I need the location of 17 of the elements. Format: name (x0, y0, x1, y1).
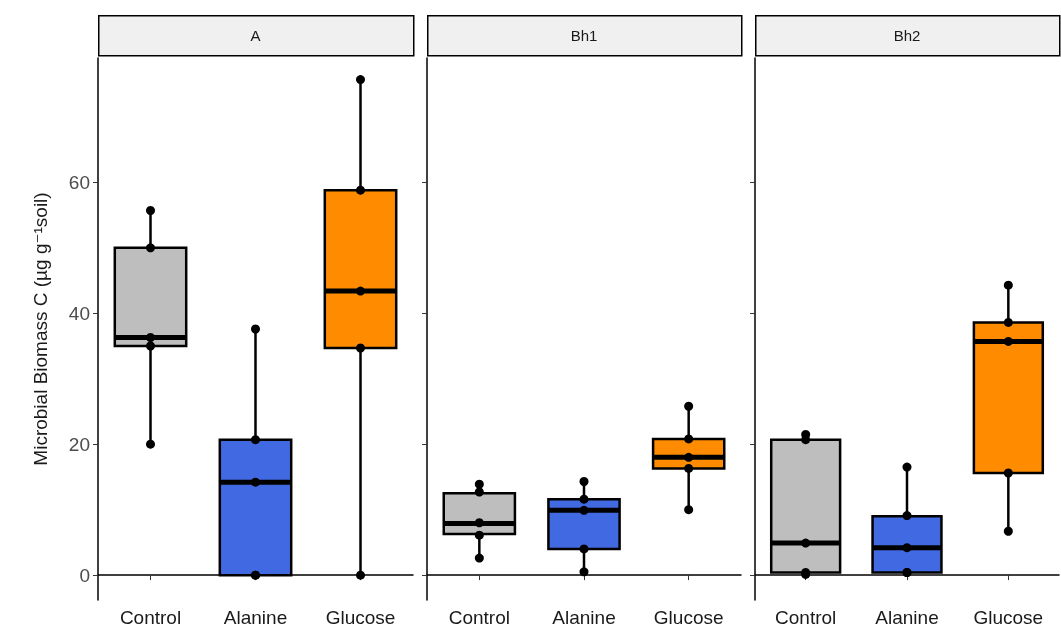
x-tick-label: Glucose (653, 607, 724, 628)
chart-title: A (250, 26, 261, 44)
y-tick-label: 0 (79, 564, 90, 586)
x-tick-label: Control (448, 607, 510, 628)
x-tick-label: Alanine (223, 607, 288, 628)
x-tick-label: Glucose (973, 607, 1044, 628)
y-tick-label: 60 (68, 171, 90, 193)
x-tick-label: Alanine (552, 607, 616, 628)
chart-title: Bh2 (893, 26, 921, 44)
x-tick-label: Control (119, 607, 182, 628)
y-axis-title: Microbial Biomass C (µg g⁻¹soil) (30, 192, 51, 466)
y-tick-label: 20 (68, 433, 90, 455)
x-tick-label: Alanine (875, 607, 939, 628)
x-tick-label: Glucose (325, 607, 396, 628)
x-tick-label: Control (775, 607, 837, 628)
y-tick-label: 40 (68, 302, 90, 324)
chart-title: Bh1 (570, 26, 598, 44)
